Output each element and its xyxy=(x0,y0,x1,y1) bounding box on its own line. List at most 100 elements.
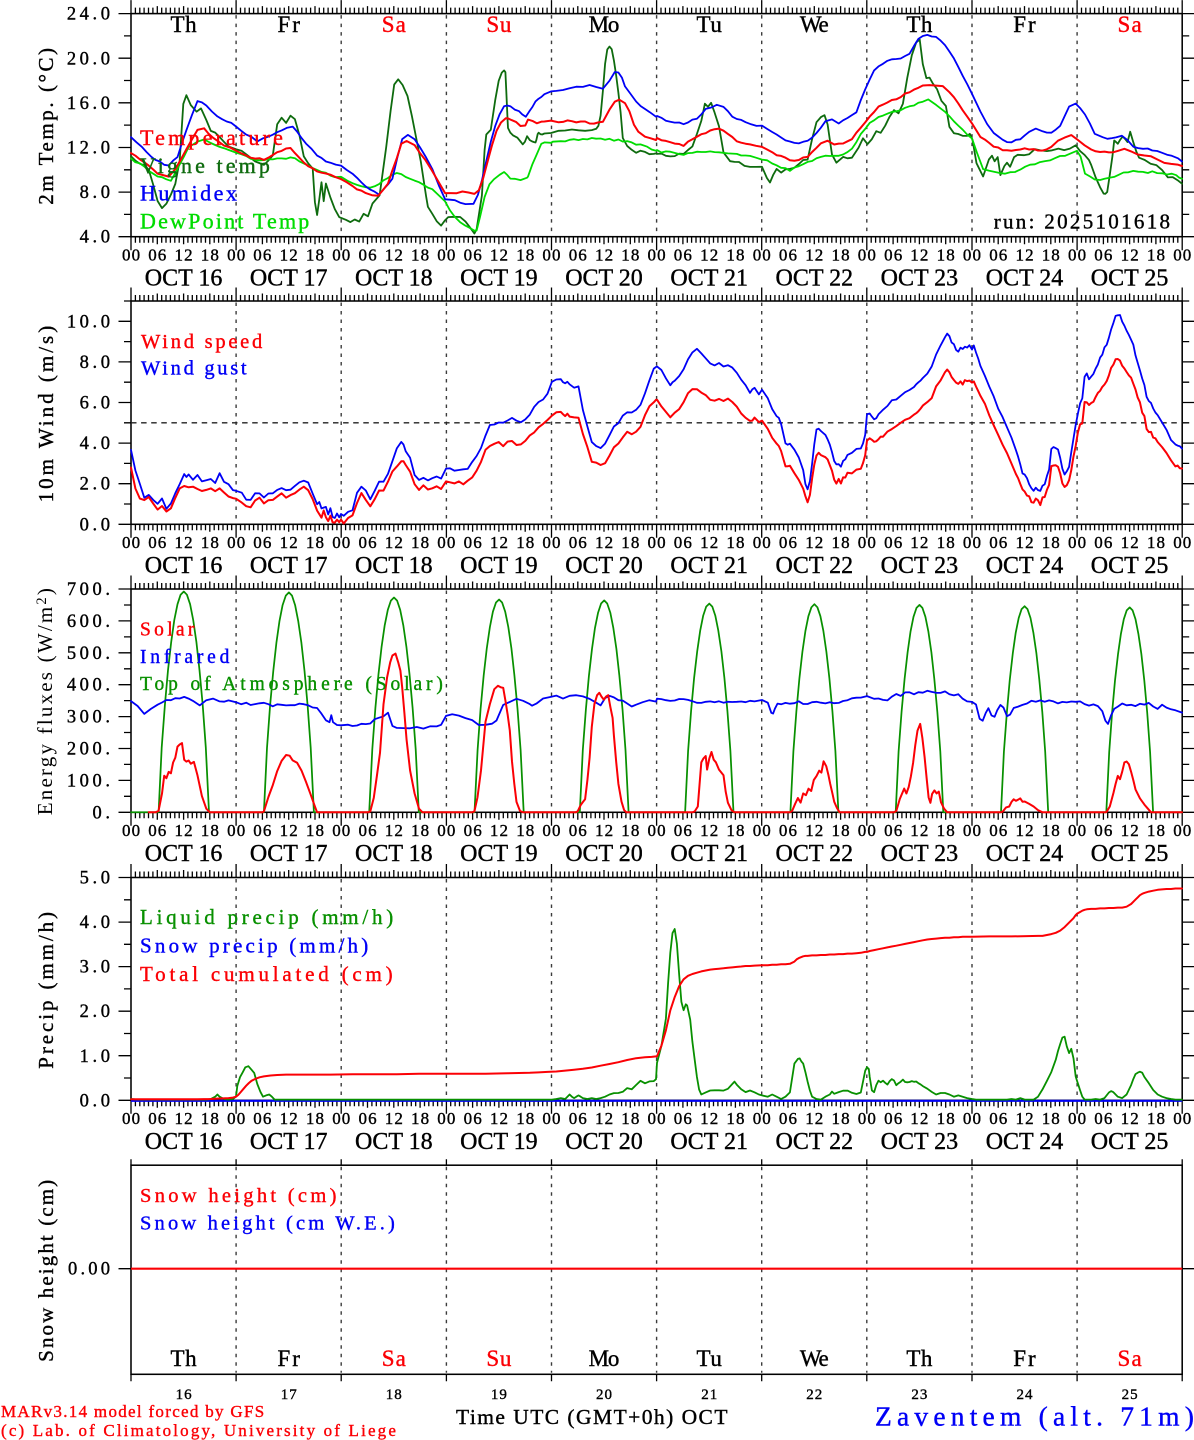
svg-text:12: 12 xyxy=(1121,1109,1140,1128)
svg-text:18: 18 xyxy=(1147,246,1166,265)
svg-text:18: 18 xyxy=(201,821,220,840)
svg-text:18: 18 xyxy=(937,533,956,552)
svg-text:12: 12 xyxy=(174,1109,193,1128)
svg-text:Energy fluxes (W/m2): Energy fluxes (W/m2) xyxy=(33,586,57,815)
svg-text:18: 18 xyxy=(621,246,640,265)
svg-text:00: 00 xyxy=(227,246,246,265)
svg-text:12: 12 xyxy=(1015,246,1034,265)
svg-text:OCT 23: OCT 23 xyxy=(881,841,959,867)
svg-text:00: 00 xyxy=(122,821,141,840)
svg-text:Liquid precip (mm/h): Liquid precip (mm/h) xyxy=(140,905,397,929)
svg-text:18: 18 xyxy=(306,246,325,265)
svg-text:00: 00 xyxy=(647,821,666,840)
svg-text:06: 06 xyxy=(148,533,167,552)
svg-text:20: 20 xyxy=(596,1387,613,1403)
svg-text:12: 12 xyxy=(1015,1109,1034,1128)
svg-text:06: 06 xyxy=(253,246,272,265)
svg-text:12: 12 xyxy=(1121,533,1140,552)
svg-text:18: 18 xyxy=(1147,533,1166,552)
svg-text:OCT 25: OCT 25 xyxy=(1091,1129,1169,1155)
svg-text:06: 06 xyxy=(779,1109,798,1128)
svg-text:21: 21 xyxy=(701,1387,718,1403)
svg-text:06: 06 xyxy=(464,246,483,265)
svg-text:8.0: 8.0 xyxy=(80,183,114,203)
svg-text:12: 12 xyxy=(595,533,614,552)
svg-text:00: 00 xyxy=(1173,821,1192,840)
svg-text:OCT 17: OCT 17 xyxy=(250,553,328,579)
svg-text:Total cumulated (cm): Total cumulated (cm) xyxy=(140,962,396,986)
svg-text:OCT 20: OCT 20 xyxy=(565,1129,643,1155)
svg-text:OCT 22: OCT 22 xyxy=(776,553,854,579)
svg-text:Top of Atmosphere (Solar): Top of Atmosphere (Solar) xyxy=(140,674,447,695)
svg-text:12: 12 xyxy=(700,246,719,265)
svg-text:Th: Th xyxy=(906,12,933,37)
svg-text:OCT 25: OCT 25 xyxy=(1091,266,1169,292)
svg-text:00: 00 xyxy=(542,533,561,552)
svg-text:06: 06 xyxy=(884,246,903,265)
svg-text:Precip (mm/h): Precip (mm/h) xyxy=(34,909,58,1069)
svg-text:Humidex: Humidex xyxy=(140,181,239,206)
svg-text:Sa: Sa xyxy=(382,1346,407,1371)
svg-text:OCT 20: OCT 20 xyxy=(565,841,643,867)
svg-text:18: 18 xyxy=(831,533,850,552)
svg-text:18: 18 xyxy=(516,821,535,840)
svg-text:06: 06 xyxy=(989,1109,1008,1128)
svg-text:06: 06 xyxy=(674,821,693,840)
svg-text:00: 00 xyxy=(542,246,561,265)
svg-text:OCT 24: OCT 24 xyxy=(986,553,1064,579)
svg-text:Solar: Solar xyxy=(140,620,198,641)
svg-text:06: 06 xyxy=(569,1109,588,1128)
svg-text:06: 06 xyxy=(779,533,798,552)
svg-text:2m Temp. (°C): 2m Temp. (°C) xyxy=(34,45,58,204)
svg-text:06: 06 xyxy=(464,533,483,552)
svg-text:18: 18 xyxy=(831,1109,850,1128)
svg-text:00: 00 xyxy=(753,1109,772,1128)
svg-text:5.0: 5.0 xyxy=(80,869,114,889)
svg-text:Snow height (cm): Snow height (cm) xyxy=(34,1178,58,1362)
svg-text:OCT 20: OCT 20 xyxy=(565,266,643,292)
svg-text:00: 00 xyxy=(1173,246,1192,265)
svg-text:00: 00 xyxy=(437,246,456,265)
svg-text:06: 06 xyxy=(989,246,1008,265)
svg-text:200.: 200. xyxy=(67,740,114,760)
svg-text:8.0: 8.0 xyxy=(80,353,114,373)
svg-text:00: 00 xyxy=(1068,1109,1087,1128)
svg-text:18: 18 xyxy=(201,1109,220,1128)
svg-text:00: 00 xyxy=(858,533,877,552)
svg-text:06: 06 xyxy=(989,821,1008,840)
svg-text:18: 18 xyxy=(1042,821,1061,840)
svg-text:18: 18 xyxy=(1042,533,1061,552)
svg-text:12: 12 xyxy=(1121,821,1140,840)
svg-text:18: 18 xyxy=(726,821,745,840)
svg-text:18: 18 xyxy=(621,821,640,840)
svg-text:00: 00 xyxy=(227,821,246,840)
svg-text:Infrared: Infrared xyxy=(140,647,233,668)
svg-text:06: 06 xyxy=(884,533,903,552)
svg-text:12: 12 xyxy=(910,246,929,265)
svg-text:06: 06 xyxy=(358,821,377,840)
svg-text:12: 12 xyxy=(805,1109,824,1128)
svg-text:18: 18 xyxy=(386,1387,403,1403)
svg-text:Mo: Mo xyxy=(589,12,619,37)
svg-text:OCT 25: OCT 25 xyxy=(1091,841,1169,867)
svg-text:Snow height (cm): Snow height (cm) xyxy=(140,1185,340,1207)
svg-text:0.0: 0.0 xyxy=(80,1091,114,1111)
svg-text:00: 00 xyxy=(963,1109,982,1128)
svg-text:00: 00 xyxy=(858,821,877,840)
svg-text:OCT 19: OCT 19 xyxy=(460,1129,538,1155)
svg-text:OCT 23: OCT 23 xyxy=(881,266,959,292)
svg-text:18: 18 xyxy=(937,1109,956,1128)
svg-text:OCT 24: OCT 24 xyxy=(986,1129,1064,1155)
svg-text:06: 06 xyxy=(358,1109,377,1128)
svg-text:00: 00 xyxy=(647,246,666,265)
svg-text:18: 18 xyxy=(937,821,956,840)
svg-text:18: 18 xyxy=(621,1109,640,1128)
svg-text:18: 18 xyxy=(411,1109,430,1128)
svg-text:OCT 19: OCT 19 xyxy=(460,553,538,579)
svg-text:00: 00 xyxy=(1173,533,1192,552)
svg-text:00: 00 xyxy=(437,533,456,552)
svg-text:Th: Th xyxy=(906,1346,933,1371)
svg-text:06: 06 xyxy=(884,1109,903,1128)
svg-text:06: 06 xyxy=(1094,1109,1113,1128)
svg-text:400.: 400. xyxy=(67,676,114,696)
